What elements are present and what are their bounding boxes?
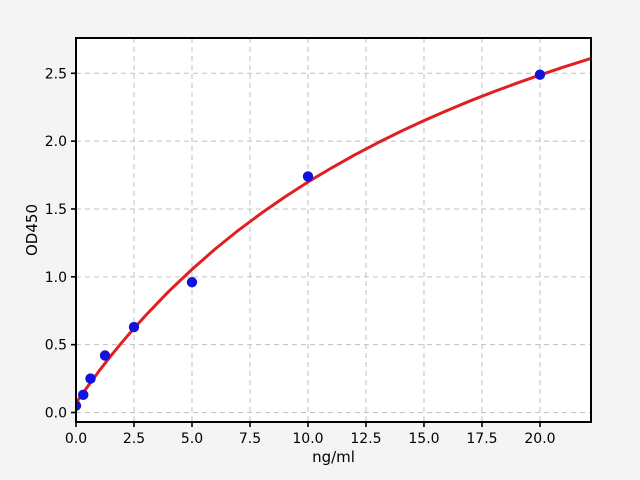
data-point <box>534 69 546 80</box>
ticks <box>71 72 541 427</box>
x-tick-label: 0.0 <box>65 431 87 447</box>
grid <box>75 38 591 422</box>
data-point <box>128 321 140 333</box>
x-tick-label: 7.5 <box>239 431 261 447</box>
tick-labels: 0.0 2.5 5.0 7.5 10.0 12.5 15.0 17.5 20.0 0.0 0.5 1.… <box>45 66 556 447</box>
y-tick-label: 2.5 <box>45 66 67 82</box>
x-tick-label: 15.0 <box>408 431 439 447</box>
data-point <box>302 171 314 182</box>
data-point <box>76 400 82 411</box>
x-tick-label: 20.0 <box>524 431 555 447</box>
plot-area <box>76 38 591 422</box>
fit-curve-line <box>76 56 591 405</box>
x-tick-label: 2.5 <box>123 431 145 447</box>
data-point <box>78 389 89 401</box>
y-tick-label: 0.5 <box>45 338 67 354</box>
data-point <box>99 350 111 361</box>
y-tick-label: 0.0 <box>45 406 67 422</box>
y-tick-label: 1.5 <box>45 202 67 218</box>
plot-border <box>75 37 592 423</box>
data-point <box>186 277 198 288</box>
y-tick-label: 2.0 <box>45 134 67 150</box>
x-tick-label: 10.0 <box>292 431 323 447</box>
x-tick-label: 17.5 <box>466 431 497 447</box>
data-point <box>85 373 96 384</box>
y-tick-label: 1.0 <box>45 270 67 286</box>
x-tick-label: 5.0 <box>181 431 203 447</box>
x-tick-label: 12.5 <box>350 431 381 447</box>
data-layer <box>76 56 591 411</box>
